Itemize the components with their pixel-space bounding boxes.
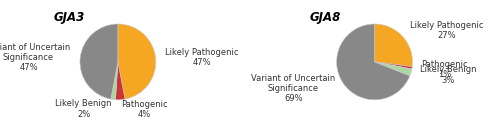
- Wedge shape: [374, 24, 412, 67]
- Wedge shape: [336, 24, 410, 100]
- Text: Likely Benign
3%: Likely Benign 3%: [420, 65, 476, 85]
- Text: GJA8: GJA8: [310, 11, 342, 24]
- Text: Pathogenic
4%: Pathogenic 4%: [121, 99, 168, 119]
- Wedge shape: [374, 62, 412, 76]
- Wedge shape: [116, 62, 125, 100]
- Wedge shape: [80, 24, 118, 99]
- Text: Likely Benign
2%: Likely Benign 2%: [56, 99, 112, 119]
- Text: Variant of Uncertain
Significance
69%: Variant of Uncertain Significance 69%: [251, 74, 336, 103]
- Text: GJA3: GJA3: [54, 11, 84, 24]
- Text: Variant of Uncertain
Significance
47%: Variant of Uncertain Significance 47%: [0, 42, 70, 72]
- Text: Likely Pathogenic
27%: Likely Pathogenic 27%: [410, 21, 484, 40]
- Text: Pathogenic
1%: Pathogenic 1%: [422, 60, 468, 79]
- Text: Likely Pathogenic
47%: Likely Pathogenic 47%: [165, 48, 238, 67]
- Wedge shape: [118, 24, 156, 99]
- Wedge shape: [111, 62, 118, 100]
- Wedge shape: [374, 62, 412, 69]
